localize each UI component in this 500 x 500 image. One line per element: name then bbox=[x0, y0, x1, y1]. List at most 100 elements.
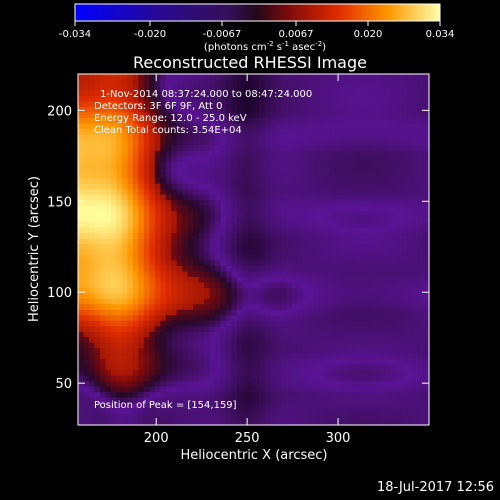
heatmap-cell bbox=[187, 408, 194, 415]
heatmap-cell bbox=[341, 123, 348, 130]
heatmap-cell bbox=[248, 183, 254, 190]
heatmap-cell bbox=[154, 222, 161, 228]
heatmap-cell bbox=[105, 331, 112, 338]
heatmap-cell bbox=[127, 189, 134, 196]
heatmap-cell bbox=[88, 260, 95, 267]
heatmap-cell bbox=[412, 304, 419, 311]
heatmap-cell bbox=[231, 254, 238, 261]
heatmap-cell bbox=[99, 287, 106, 294]
heatmap-cell bbox=[412, 222, 419, 228]
heatmap-cell bbox=[390, 167, 397, 174]
heatmap-cell bbox=[110, 211, 117, 217]
heatmap-cell bbox=[215, 216, 221, 223]
heatmap-cell bbox=[363, 84, 370, 91]
heatmap-cell bbox=[396, 222, 402, 228]
heatmap-cell bbox=[83, 178, 90, 185]
heatmap-cell bbox=[160, 342, 167, 349]
heatmap-cell bbox=[187, 238, 194, 245]
heatmap-cell bbox=[187, 74, 194, 80]
heatmap-cell bbox=[258, 397, 265, 404]
heatmap-cell bbox=[396, 364, 402, 371]
heatmap-cell bbox=[330, 194, 337, 201]
heatmap-cell bbox=[99, 200, 106, 207]
heatmap-cell bbox=[231, 244, 238, 250]
heatmap-cell bbox=[302, 200, 309, 207]
heatmap-cell bbox=[209, 74, 216, 80]
heatmap-cell bbox=[385, 161, 392, 168]
heatmap-cell bbox=[248, 167, 254, 174]
heatmap-cell bbox=[138, 79, 145, 86]
heatmap-cell bbox=[160, 375, 167, 382]
heatmap-cell bbox=[121, 90, 128, 97]
heatmap-cell bbox=[138, 309, 145, 316]
heatmap-cell bbox=[143, 233, 150, 239]
heatmap-cell bbox=[374, 381, 381, 388]
heatmap-cell bbox=[204, 90, 211, 97]
heatmap-cell bbox=[198, 205, 205, 212]
y-tick-label: 100 bbox=[47, 286, 72, 301]
heatmap-cell bbox=[341, 419, 348, 426]
heatmap-cell bbox=[171, 293, 178, 300]
heatmap-cell bbox=[143, 128, 150, 135]
heatmap-cell bbox=[341, 381, 348, 388]
heatmap-cell bbox=[154, 227, 161, 234]
heatmap-cell bbox=[242, 337, 249, 344]
heatmap-cell bbox=[171, 139, 178, 146]
heatmap-cell bbox=[357, 222, 364, 228]
heatmap-cell bbox=[193, 79, 200, 86]
heatmap-cell bbox=[138, 353, 145, 360]
heatmap-cell bbox=[308, 386, 315, 393]
heatmap-cell bbox=[110, 309, 117, 316]
heatmap-cell bbox=[341, 84, 348, 91]
heatmap-cell bbox=[346, 331, 353, 338]
heatmap-cell bbox=[160, 74, 167, 80]
heatmap-cell bbox=[379, 309, 386, 316]
heatmap-cell bbox=[127, 326, 134, 333]
heatmap-cell bbox=[423, 370, 430, 377]
heatmap-cell bbox=[176, 414, 183, 420]
heatmap-cell bbox=[275, 145, 282, 152]
heatmap-cell bbox=[231, 386, 238, 393]
heatmap-cell bbox=[248, 326, 254, 333]
heatmap-cell bbox=[374, 414, 381, 420]
heatmap-cell bbox=[83, 342, 90, 349]
heatmap-cell bbox=[143, 353, 150, 360]
heatmap-cell bbox=[149, 331, 156, 338]
heatmap-cell bbox=[116, 211, 123, 217]
heatmap-cell bbox=[357, 145, 364, 152]
heatmap-cell bbox=[165, 298, 172, 305]
heatmap-cell bbox=[215, 419, 221, 426]
heatmap-cell bbox=[269, 167, 276, 174]
heatmap-cell bbox=[280, 403, 287, 409]
heatmap-cell bbox=[209, 298, 216, 305]
heatmap-cell bbox=[379, 254, 386, 261]
heatmap-cell bbox=[121, 408, 128, 415]
heatmap-cell bbox=[165, 337, 172, 344]
heatmap-cell bbox=[242, 304, 249, 311]
heatmap-cell bbox=[258, 211, 265, 217]
heatmap-cell bbox=[253, 128, 260, 135]
heatmap-cell bbox=[368, 150, 375, 157]
heatmap-cell bbox=[264, 408, 271, 415]
heatmap-cell bbox=[110, 403, 117, 409]
heatmap-cell bbox=[176, 315, 183, 322]
heatmap-cell bbox=[248, 254, 254, 261]
heatmap-cell bbox=[335, 123, 342, 130]
heatmap-cell bbox=[88, 265, 95, 272]
heatmap-cell bbox=[374, 342, 381, 349]
heatmap-cell bbox=[390, 161, 397, 168]
heatmap-cell bbox=[390, 271, 397, 278]
heatmap-cell bbox=[363, 348, 370, 355]
heatmap-cell bbox=[412, 337, 419, 344]
heatmap-cell bbox=[154, 139, 161, 146]
heatmap-cell bbox=[330, 260, 337, 267]
heatmap-cell bbox=[302, 167, 309, 174]
heatmap-cell bbox=[396, 167, 402, 174]
heatmap-cell bbox=[220, 282, 227, 289]
heatmap-cell bbox=[258, 342, 265, 349]
heatmap-cell bbox=[379, 200, 386, 207]
heatmap-cell bbox=[138, 397, 145, 404]
heatmap-cell bbox=[319, 167, 326, 174]
heatmap-cell bbox=[132, 183, 139, 190]
heatmap-cell bbox=[357, 84, 364, 91]
